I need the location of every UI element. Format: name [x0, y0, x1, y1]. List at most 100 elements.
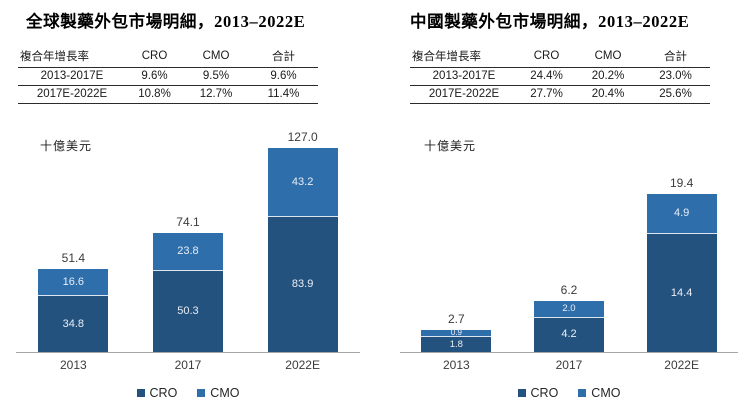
bar-segment-label: 1.8 [449, 338, 463, 350]
column-header: 合計 [249, 46, 318, 68]
table-row: 2013-2017E 24.4% 20.2% 23.0% [410, 67, 710, 86]
bar-total-label: 127.0 [287, 129, 318, 144]
legend-swatch-cmo [578, 389, 587, 397]
cell-value: 12.7% [183, 85, 249, 104]
cell-value: 20.4% [575, 85, 641, 104]
cell-value: 11.4% [249, 85, 318, 104]
bar-group: 2.7 0.9 1.8 [421, 311, 492, 352]
cell-value: 9.6% [126, 67, 183, 86]
bar-segment-label: 2.0 [562, 303, 576, 315]
column-header: CMO [183, 46, 249, 68]
x-axis-label: 2013 [442, 358, 470, 372]
bar-segment-cro: 4.2 [533, 317, 604, 352]
legend-swatch-cro [136, 389, 145, 397]
legend-item-cro: CRO [517, 386, 559, 400]
y-axis-unit-label: 十億美元 [424, 139, 477, 153]
bar-segment-cro: 83.9 [267, 217, 338, 352]
column-header: CRO [518, 46, 575, 68]
bar-group: 19.4 4.9 14.4 [646, 176, 717, 352]
column-header: 合計 [641, 46, 710, 68]
row-label: 2017E-2022E [410, 85, 518, 104]
legend-item-cmo: CMO [197, 386, 239, 400]
bar-segment-label: 34.8 [62, 317, 85, 330]
legend-swatch-cmo [197, 389, 206, 397]
global-market-panel: 全球製藥外包市場明細，2013–2022E 複合年增長率 CRO CMO 合計 … [12, 0, 362, 409]
chart-legend: CRO CMO [400, 386, 738, 400]
legend-label: CRO [530, 386, 559, 400]
plot-area: 十億美元 2.7 0.9 1.8 6.2 2.0 4.2 19.4 4.9 14.4 [400, 128, 738, 353]
column-header: 複合年增長率 [410, 46, 518, 68]
row-label: 2017E-2022E [18, 85, 126, 104]
bar-total-label: 19.4 [669, 176, 694, 191]
x-axis-label: 2017 [555, 358, 583, 372]
table-header-row: 複合年增長率 CRO CMO 合計 [410, 46, 710, 68]
column-header: CMO [575, 46, 641, 68]
table-row: 2017E-2022E 10.8% 12.7% 11.4% [18, 85, 318, 104]
bar-total-label: 74.1 [176, 214, 200, 229]
bar-segment-cmo: 43.2 [267, 147, 338, 218]
cagr-table: 複合年增長率 CRO CMO 合計 2013-2017E 24.4% 20.2%… [410, 46, 710, 104]
x-axis-label: 2022E [664, 358, 699, 372]
plot-area: 十億美元 51.4 16.6 34.8 74.1 23.8 50.3 127.0 43.2 83… [16, 128, 360, 353]
cell-value: 27.7% [518, 85, 575, 104]
chart-legend: CRO CMO [16, 386, 360, 400]
row-label: 2013-2017E [410, 67, 518, 86]
bar-segment-cro: 50.3 [152, 271, 223, 352]
bar-segment-cmo: 16.6 [38, 269, 109, 297]
bar-total-label: 2.7 [447, 311, 465, 326]
bar-group: 74.1 23.8 50.3 [152, 214, 223, 352]
legend-label: CMO [591, 386, 621, 400]
bar-segment-cmo: 23.8 [152, 232, 223, 272]
bar-segment-label: 14.4 [670, 286, 693, 299]
bar-segment-cmo: 4.9 [646, 194, 717, 235]
table-row: 2013-2017E 9.6% 9.5% 9.6% [18, 67, 318, 86]
bar-segment-label: 23.8 [177, 245, 199, 258]
bar-segment-label: 83.9 [291, 278, 314, 291]
cagr-table: 複合年增長率 CRO CMO 合計 2013-2017E 9.6% 9.5% 9… [18, 46, 318, 104]
x-axis-label: 2022E [285, 358, 320, 372]
legend-label: CRO [149, 386, 178, 400]
bar-segment-label: 0.9 [450, 328, 462, 338]
bar-total-label: 6.2 [560, 283, 578, 298]
column-header: CRO [126, 46, 183, 68]
bar-segment-cro: 1.8 [421, 337, 492, 352]
x-axis-labels: 2013 2017 2022E [400, 358, 738, 372]
cell-value: 25.6% [641, 85, 710, 104]
cell-value: 9.6% [249, 67, 318, 86]
legend-label: CMO [210, 386, 240, 400]
table-row: 2017E-2022E 27.7% 20.4% 25.6% [410, 85, 710, 104]
legend-item-cmo: CMO [578, 386, 620, 400]
bar-segment-cmo: 0.9 [421, 328, 492, 338]
bar-segment-label: 16.6 [62, 275, 85, 288]
y-axis-unit-label: 十億美元 [40, 139, 93, 153]
global-stacked-bar-chart: 十億美元 51.4 16.6 34.8 74.1 23.8 50.3 127.0 43.2 83… [16, 128, 360, 400]
bar-group: 127.0 43.2 83.9 [267, 129, 338, 352]
page-title: 中國製藥外包市場明細，2013–2022E [410, 12, 690, 31]
china-market-panel: 中國製藥外包市場明細，2013–2022E 複合年增長率 CRO CMO 合計 … [396, 0, 740, 409]
cell-value: 23.0% [641, 67, 710, 86]
bar-segment-label: 4.2 [561, 328, 577, 341]
x-axis-labels: 2013 2017 2022E [16, 358, 360, 372]
bar-group: 51.4 16.6 34.8 [38, 251, 109, 352]
row-label: 2013-2017E [18, 67, 126, 86]
cell-value: 20.2% [575, 67, 641, 86]
cell-value: 10.8% [126, 85, 183, 104]
page-title: 全球製藥外包市場明細，2013–2022E [26, 12, 306, 31]
x-axis-label: 2017 [174, 358, 202, 372]
china-stacked-bar-chart: 十億美元 2.7 0.9 1.8 6.2 2.0 4.2 19.4 4.9 14.4 2013 2… [400, 128, 738, 400]
bar-segment-label: 43.2 [291, 175, 314, 188]
legend-swatch-cro [517, 389, 526, 397]
bar-segment-cro: 34.8 [38, 296, 109, 352]
bar-segment-cro: 14.4 [646, 234, 717, 352]
legend-item-cro: CRO [136, 386, 178, 400]
bar-segment-cmo: 2.0 [533, 301, 604, 318]
bar-group: 6.2 2.0 4.2 [533, 283, 604, 352]
column-header: 複合年增長率 [18, 46, 126, 68]
x-axis-label: 2013 [59, 358, 87, 372]
bar-segment-label: 50.3 [177, 305, 199, 318]
cell-value: 9.5% [183, 67, 249, 86]
cell-value: 24.4% [518, 67, 575, 86]
bar-segment-label: 4.9 [673, 207, 690, 220]
bar-total-label: 51.4 [61, 251, 85, 266]
